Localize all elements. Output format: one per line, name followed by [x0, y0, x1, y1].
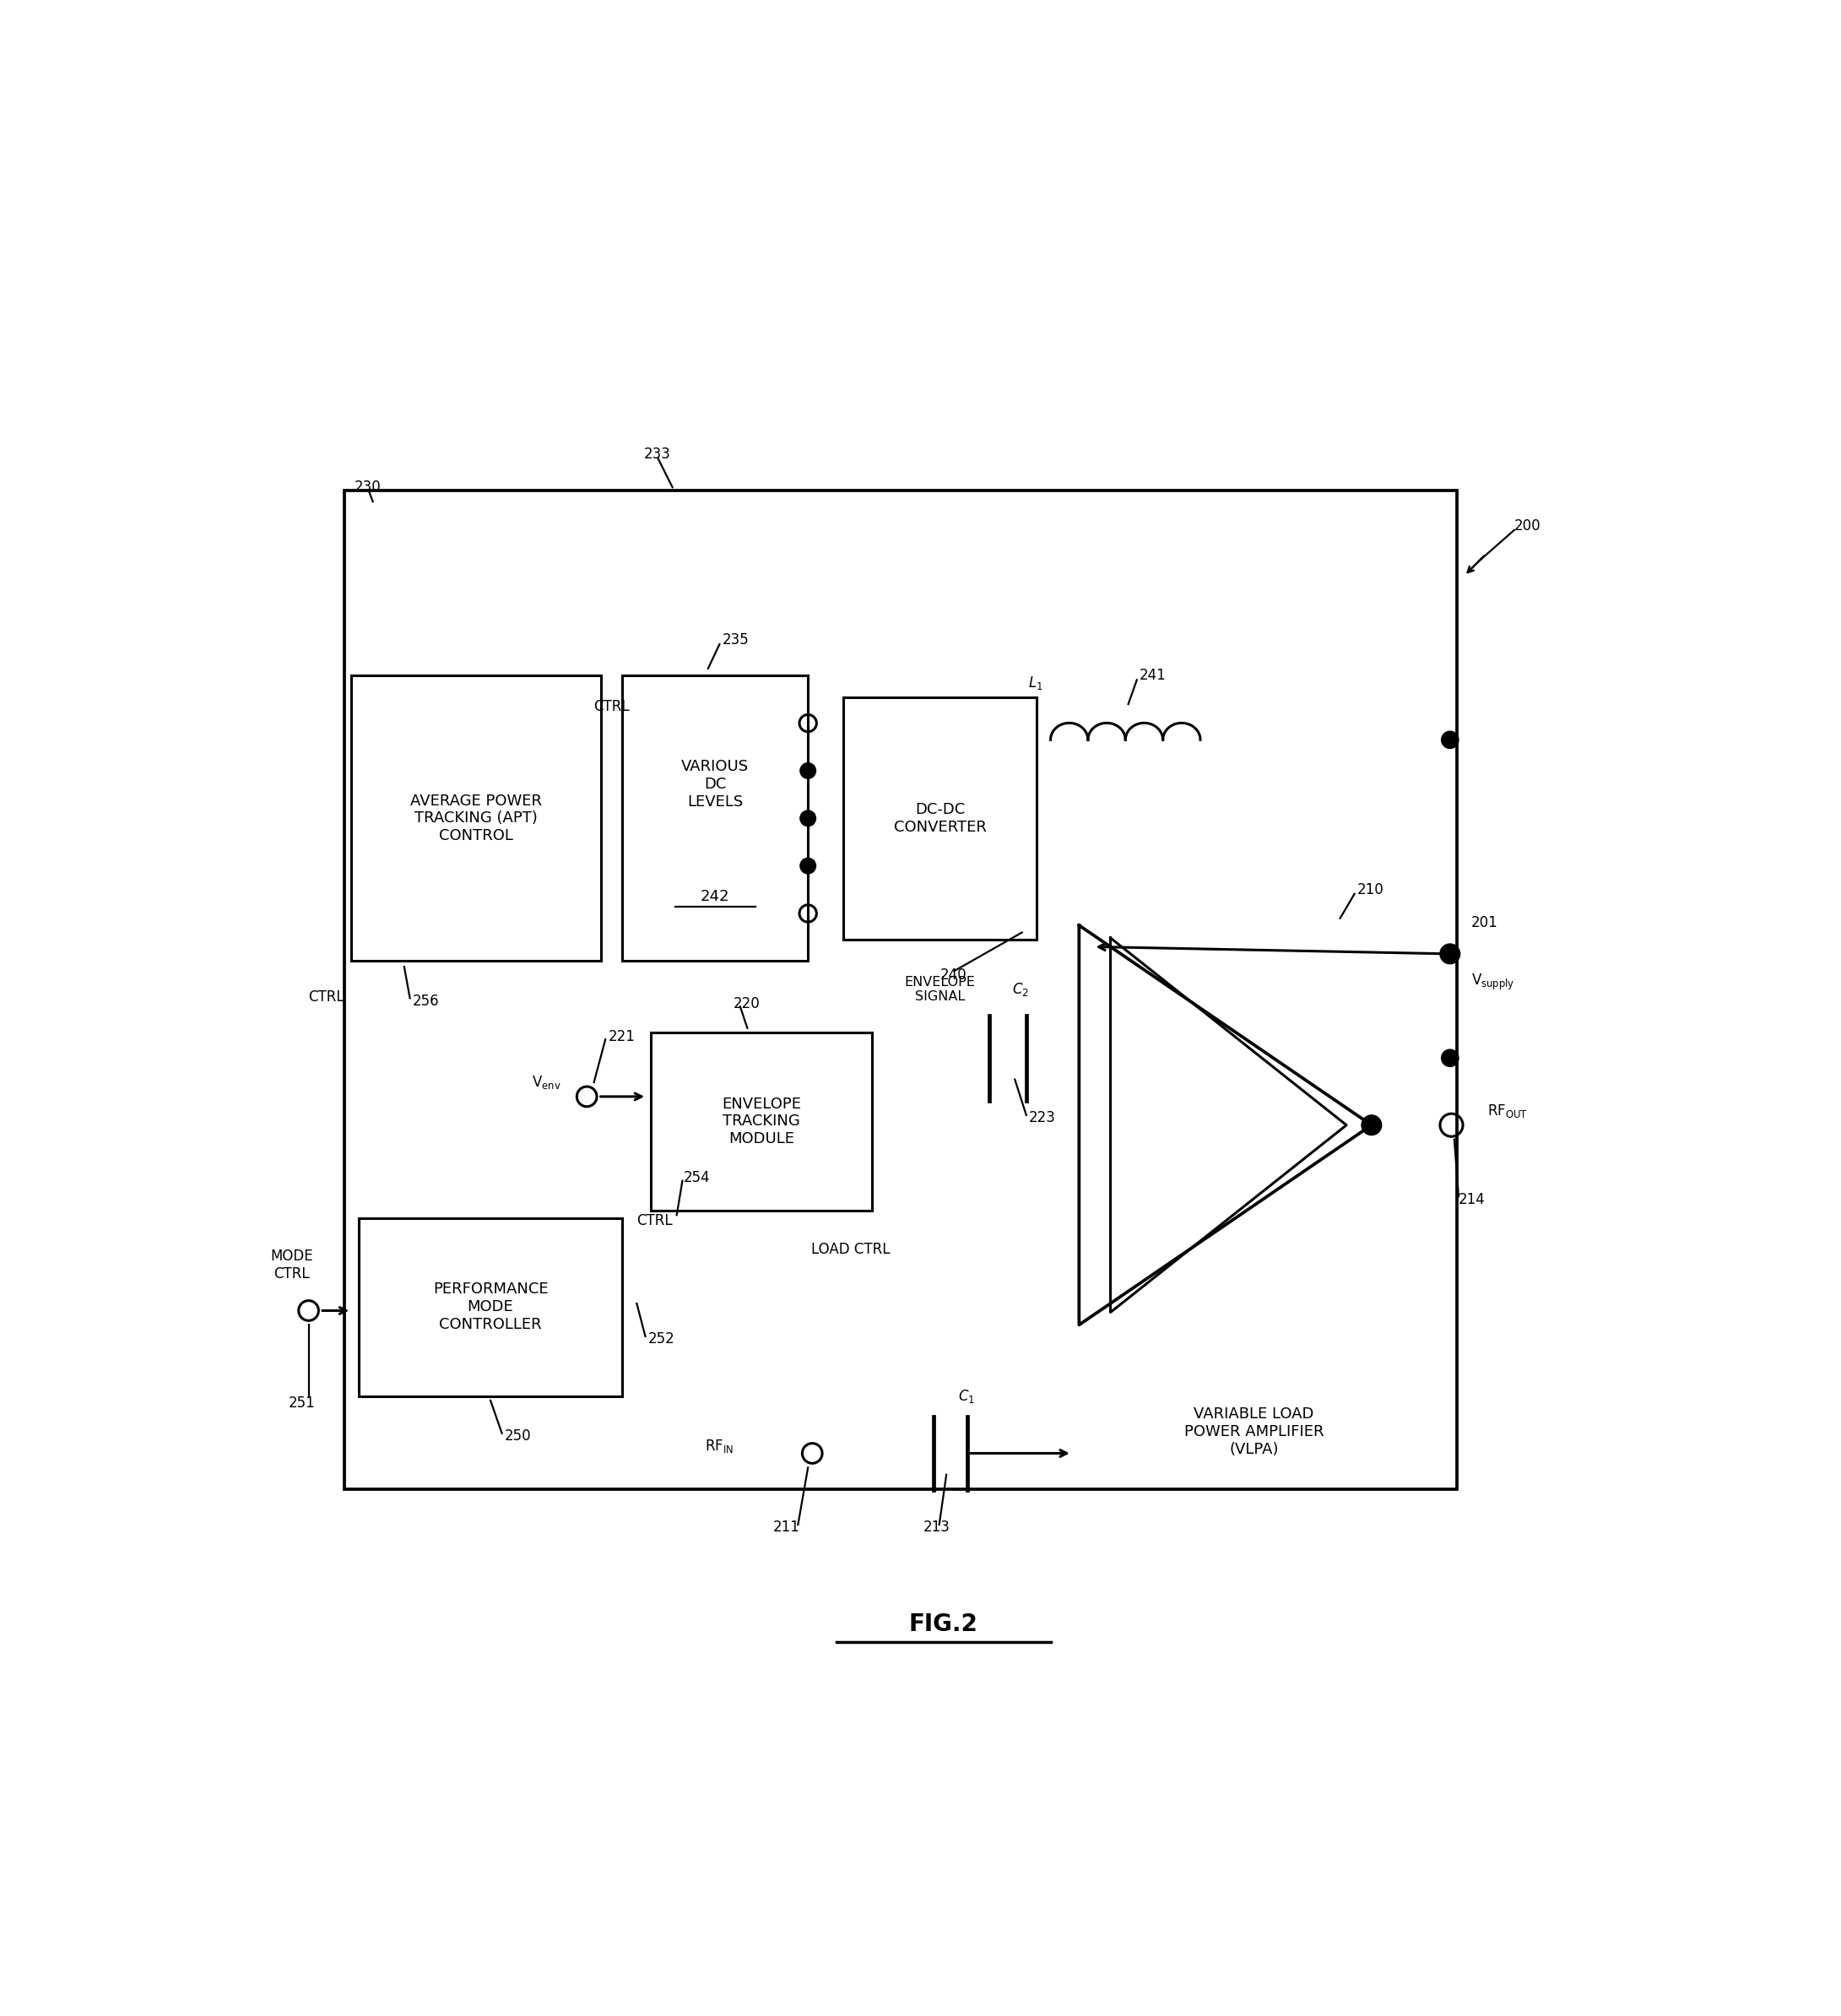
Text: CTRL: CTRL	[307, 990, 344, 1004]
Text: ENVELOPE
TRACKING
MODULE: ENVELOPE TRACKING MODULE	[722, 1097, 801, 1147]
Text: V$_{\rm env}$: V$_{\rm env}$	[532, 1075, 562, 1091]
Text: 210: 210	[1357, 883, 1384, 897]
Text: RF$_{\rm IN}$: RF$_{\rm IN}$	[705, 1437, 735, 1456]
Text: 240: 240	[941, 968, 967, 984]
Circle shape	[1440, 943, 1460, 964]
Text: 213: 213	[922, 1520, 950, 1534]
Text: ENVELOPE
SIGNAL: ENVELOPE SIGNAL	[904, 976, 976, 1004]
Text: 211: 211	[773, 1520, 801, 1534]
Text: 256: 256	[412, 994, 440, 1008]
Text: LOAD CTRL: LOAD CTRL	[812, 1242, 891, 1256]
Text: VARIABLE LOAD
POWER AMPLIFIER
(VLPA): VARIABLE LOAD POWER AMPLIFIER (VLPA)	[1184, 1407, 1324, 1458]
Text: 254: 254	[683, 1171, 711, 1185]
Text: 251: 251	[287, 1395, 315, 1411]
Text: CTRL: CTRL	[595, 700, 630, 714]
Bar	[622, 675, 808, 962]
Text: V$_{\rm supply}$: V$_{\rm supply}$	[1471, 972, 1515, 992]
Circle shape	[801, 859, 816, 873]
Text: MODE
CTRL: MODE CTRL	[271, 1248, 313, 1282]
Text: 242: 242	[701, 889, 729, 905]
Bar	[843, 698, 1036, 939]
Text: RF$_{\rm OUT}$: RF$_{\rm OUT}$	[1488, 1103, 1528, 1119]
Text: 233: 233	[644, 448, 670, 462]
Text: 201: 201	[1471, 915, 1499, 929]
Text: 221: 221	[608, 1028, 635, 1044]
Text: PERFORMANCE
MODE
CONTROLLER: PERFORMANCE MODE CONTROLLER	[433, 1282, 549, 1333]
Circle shape	[1442, 1050, 1458, 1066]
Bar	[352, 675, 600, 962]
Circle shape	[801, 810, 816, 827]
Circle shape	[1362, 1115, 1381, 1135]
Text: 214: 214	[1458, 1191, 1486, 1208]
Text: AVERAGE POWER
TRACKING (APT)
CONTROL: AVERAGE POWER TRACKING (APT) CONTROL	[411, 792, 541, 843]
Bar	[359, 1218, 622, 1397]
Circle shape	[1442, 732, 1458, 748]
Text: $L_1$: $L_1$	[1029, 673, 1044, 691]
Text: VARIOUS
DC
LEVELS: VARIOUS DC LEVELS	[681, 758, 749, 808]
Text: FIG.2: FIG.2	[909, 1613, 978, 1637]
Text: 241: 241	[1140, 667, 1167, 683]
Text: 200: 200	[1513, 518, 1541, 534]
Text: DC-DC
CONVERTER: DC-DC CONVERTER	[893, 802, 987, 835]
Text: 223: 223	[1029, 1111, 1057, 1125]
Text: 252: 252	[648, 1331, 676, 1347]
Text: 250: 250	[504, 1429, 532, 1443]
Text: C$_1$: C$_1$	[957, 1387, 974, 1405]
Bar	[652, 1032, 873, 1212]
Text: 220: 220	[733, 996, 760, 1012]
Text: 230: 230	[353, 480, 381, 494]
Text: CTRL: CTRL	[637, 1214, 672, 1228]
Text: 235: 235	[722, 633, 749, 647]
Bar	[344, 490, 1458, 1490]
Text: C$_2$: C$_2$	[1013, 982, 1029, 998]
Circle shape	[801, 762, 816, 778]
